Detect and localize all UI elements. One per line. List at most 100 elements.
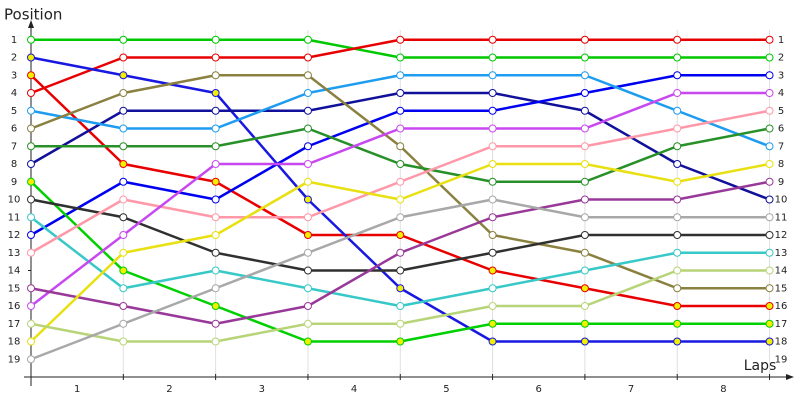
y-tick-label: 14 [8,266,21,277]
point [303,124,312,133]
y-tick-label: 16 [8,301,21,312]
point [580,266,589,275]
point [488,213,497,222]
point [27,319,35,328]
point [119,248,128,257]
point [396,177,405,186]
point [396,142,405,151]
point [673,213,682,222]
point [119,284,128,293]
point [211,89,220,97]
point [673,53,682,62]
point [396,231,405,239]
point [303,302,312,310]
point [119,53,128,62]
point [27,71,35,80]
point [303,71,312,80]
point [119,231,128,239]
point [396,266,405,275]
point [765,319,774,328]
point [765,284,774,293]
point [580,195,589,204]
point [27,89,35,97]
point [673,266,682,275]
point [488,89,497,97]
point [488,302,497,310]
y-tick-label-right: 8 [778,159,784,170]
y-tick-label-right: 12 [775,230,788,241]
point [673,89,682,97]
y-tick-label: 12 [8,230,21,241]
point [488,124,497,133]
point [580,231,589,239]
point [27,177,35,186]
point [580,106,589,115]
point [396,160,405,168]
x-tick-label: 5 [443,384,449,395]
point [27,213,35,222]
point [765,71,774,80]
point [673,231,682,239]
point [303,106,312,115]
point [27,284,35,293]
point [303,319,312,328]
point [119,302,128,310]
point [396,53,405,62]
point [488,53,497,62]
point [27,53,35,62]
point [488,142,497,151]
y-tick-label: 6 [11,124,17,135]
point [211,124,220,133]
point [488,231,497,239]
point [673,319,682,328]
point [673,195,682,204]
point [396,213,405,222]
y-tick-label-right: 3 [778,70,784,81]
point [211,319,220,328]
point [488,319,497,328]
point [211,248,220,257]
point [211,337,220,346]
y-tick-label: 4 [11,88,17,99]
y-tick-label: 17 [8,319,21,330]
point [303,231,312,239]
y-tick-label-right: 14 [775,266,788,277]
point [211,213,220,222]
point [580,248,589,257]
y-tick-label: 7 [11,141,17,152]
y-tick-label-right: 1 [778,35,784,46]
y-tick-label-right: 18 [775,337,788,348]
point [580,213,589,222]
point [765,337,774,346]
point [119,106,128,115]
point [211,195,220,204]
y-tick-label: 2 [11,53,17,64]
point [765,177,774,186]
y-tick-label: 18 [8,337,21,348]
point [765,160,774,168]
point [488,266,497,275]
point [119,195,128,204]
point [765,106,774,115]
point [396,302,405,310]
x-tick-label: 8 [720,384,726,395]
y-tick-label-right: 7 [778,141,784,152]
point [211,177,220,186]
x-tick-label: 4 [351,384,357,395]
point [488,248,497,257]
point [303,53,312,62]
x-tick-label: 7 [628,384,634,395]
y-tick-label-right: 10 [775,195,788,206]
point [673,124,682,133]
point [580,177,589,186]
y-tick-label: 10 [8,195,21,206]
point [27,35,35,44]
point [580,142,589,151]
point [396,319,405,328]
y-tick-label: 1 [11,35,17,46]
y-tick-label-right: 15 [775,283,788,294]
point [673,177,682,186]
point [211,266,220,275]
point [211,284,220,293]
point [27,106,35,115]
